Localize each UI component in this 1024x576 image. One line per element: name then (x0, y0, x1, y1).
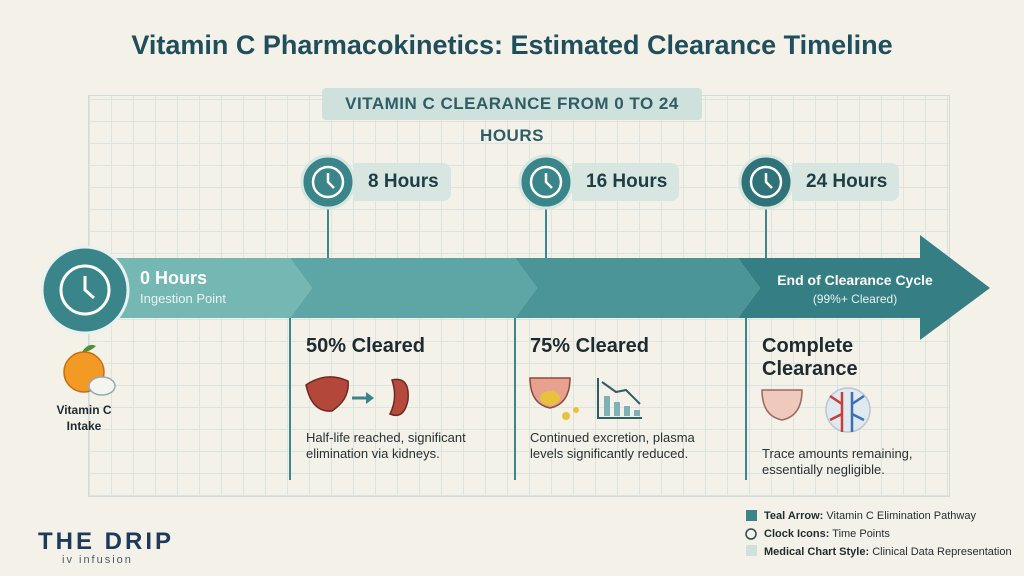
orange-icon (63, 344, 116, 396)
legend-desc: Vitamin C Elimination Pathway (826, 510, 976, 522)
legend-item: Medical Chart Style: Clinical Data Repre… (764, 546, 1012, 558)
start-note: Ingestion Point (140, 291, 227, 306)
arrow-head (738, 235, 990, 340)
milestone-text: Continued excretion, plasma levels signi… (530, 430, 695, 461)
subtitle: VITAMIN C CLEARANCE FROM 0 TO 24 HOURS (322, 88, 702, 145)
brand-tagline: iv infusion (62, 554, 133, 566)
milestone-heading: Complete Clearance (762, 335, 858, 380)
arrow-segment (290, 258, 537, 318)
title: Vitamin C Pharmacokinetics: Estimated Cl… (131, 30, 893, 60)
end-note: (99%+ Cleared) (812, 292, 898, 306)
milestone-heading: 50% Cleared (306, 335, 425, 357)
arrow-segment (100, 258, 312, 318)
legend-item: Clock Icons: Time Points (764, 528, 890, 540)
legend-desc: Time Points (832, 528, 890, 540)
clock-hands (83, 276, 95, 300)
milestone-text: Trace amounts remaining, essentially neg… (762, 446, 913, 477)
bladder-vessel-icon (761, 387, 871, 433)
start-label: 0 Hours (140, 268, 208, 288)
clock-face (59, 264, 111, 316)
intake-label: Vitamin C Intake (56, 403, 112, 433)
arrow-segment (515, 258, 760, 318)
milestone-heading: 75% Cleared (530, 335, 649, 357)
time-label: 8 Hours (354, 163, 451, 201)
legend-clock (745, 528, 757, 540)
legend-swatch (746, 545, 757, 556)
end-label: End of Clearance Cycle (777, 272, 933, 288)
legend-term: Teal Arrow: (764, 510, 824, 522)
legend-term: Medical Chart Style: (764, 546, 870, 558)
bladder-chart-icon (529, 377, 642, 420)
time-label: 16 Hours (572, 163, 680, 201)
legend-item: Teal Arrow: Vitamin C Elimination Pathwa… (764, 510, 976, 522)
time-label: 24 Hours (792, 163, 900, 201)
brand-name: THE DRIP (38, 528, 175, 555)
legend-term: Clock Icons: (764, 528, 830, 540)
milestone-text: Half-life reached, significant eliminati… (306, 430, 466, 461)
legend-swatch (746, 510, 757, 521)
liver-kidney-icon (305, 376, 409, 417)
legend-desc: Clinical Data Representation (872, 546, 1012, 558)
